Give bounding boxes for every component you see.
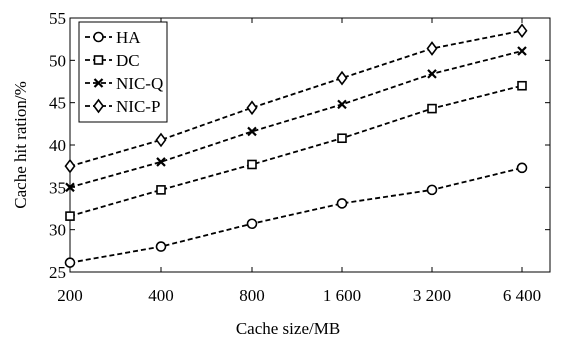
series-line (69, 50, 523, 189)
legend-entry: NIC-Q (85, 74, 163, 93)
data-point (64, 257, 76, 268)
series-ha (64, 162, 528, 268)
x-tick-label: 1 600 (323, 286, 361, 305)
data-point (336, 198, 348, 209)
x-tick-label: 3 200 (413, 286, 451, 305)
x-tick-label: 400 (148, 286, 174, 305)
y-tick-label: 40 (49, 136, 66, 155)
series-line (69, 167, 523, 264)
legend-marker (93, 98, 104, 114)
y-tick-label: 30 (49, 221, 66, 240)
legend-label: DC (116, 51, 140, 70)
data-point (65, 182, 75, 193)
legend: HA DC NIC-Q NIC-P (78, 21, 168, 123)
data-point (516, 23, 528, 39)
y-tick-label: 25 (49, 263, 66, 282)
series-nic-p (64, 23, 528, 174)
legend-label: NIC-Q (116, 74, 163, 93)
data-point (156, 185, 166, 195)
data-point (426, 184, 438, 196)
y-tick-label: 50 (49, 51, 66, 70)
legend-marker (93, 55, 104, 65)
x-tick-label: 6 400 (503, 286, 541, 305)
x-tick-label: 800 (239, 286, 265, 305)
data-point (336, 70, 348, 86)
data-point (247, 159, 257, 170)
data-point (65, 211, 75, 221)
data-point (517, 46, 527, 56)
y-tick-label: 35 (49, 178, 66, 197)
data-point (246, 218, 258, 230)
legend-entry: HA (85, 28, 141, 47)
legend-entry: NIC-P (85, 97, 160, 116)
x-axis-label: Cache size/MB (236, 319, 340, 338)
y-tick-label: 45 (49, 94, 66, 113)
x-tick-label: 200 (57, 286, 83, 305)
data-point (516, 162, 528, 174)
data-point (517, 80, 527, 91)
legend-label: HA (116, 28, 141, 47)
data-point (64, 158, 76, 174)
series-layer (64, 23, 528, 268)
series-line (69, 29, 523, 168)
axis-ticks: 200 400 800 1 600 3 200 6 400 25 30 35 40 45 50 55 (49, 9, 550, 305)
legend-marker (93, 31, 104, 43)
data-point (246, 100, 258, 116)
series-nic-q (65, 46, 527, 193)
data-point (247, 126, 257, 137)
series-dc (65, 80, 527, 221)
legend-marker (93, 78, 104, 88)
y-axis-label: Cache hit ration/% (11, 81, 30, 208)
legend-label: NIC-P (116, 97, 160, 116)
data-point (426, 41, 438, 56)
data-point (427, 103, 437, 114)
data-point (155, 241, 167, 252)
legend-entry: DC (85, 51, 140, 70)
y-tick-label: 55 (49, 9, 66, 28)
data-point (156, 157, 166, 167)
data-point (337, 99, 347, 110)
series-line (69, 84, 523, 217)
data-point (337, 133, 347, 144)
data-point (427, 69, 437, 79)
data-point (155, 132, 167, 148)
